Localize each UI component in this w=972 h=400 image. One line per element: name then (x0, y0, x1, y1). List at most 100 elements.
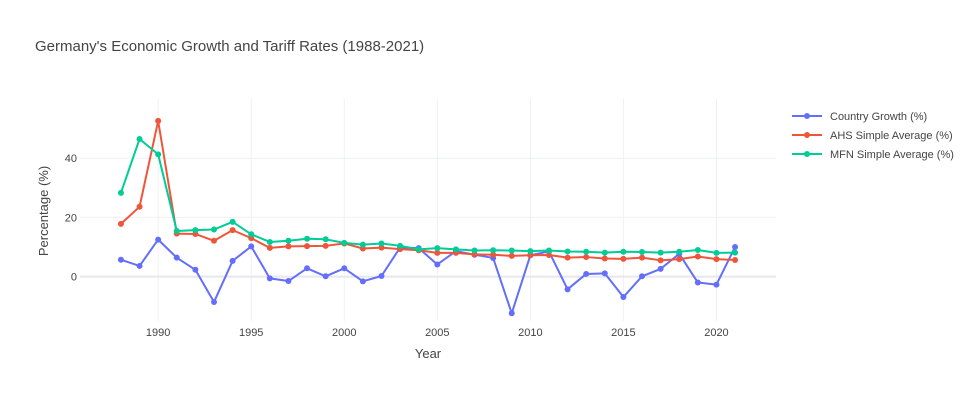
data-point[interactable] (657, 249, 664, 256)
data-point[interactable] (694, 279, 701, 286)
data-point[interactable] (639, 249, 646, 256)
data-point[interactable] (452, 246, 459, 253)
data-point[interactable] (266, 275, 273, 282)
data-point[interactable] (304, 265, 311, 272)
y-tick-label: 0 (71, 272, 77, 284)
data-point[interactable] (359, 241, 366, 248)
data-point[interactable] (564, 248, 571, 255)
series-3[interactable] (117, 135, 739, 256)
data-point[interactable] (694, 246, 701, 253)
data-point[interactable] (117, 220, 124, 227)
data-point[interactable] (583, 270, 590, 277)
data-point[interactable] (732, 257, 739, 264)
data-point[interactable] (248, 243, 255, 250)
data-point[interactable] (210, 299, 217, 306)
y-tick-label: 40 (65, 153, 77, 165)
data-point[interactable] (210, 237, 217, 244)
data-point[interactable] (639, 273, 646, 280)
x-tick-label: 1990 (146, 327, 170, 339)
data-point[interactable] (620, 294, 627, 301)
data-point[interactable] (620, 255, 627, 262)
data-point[interactable] (248, 231, 255, 238)
data-point[interactable] (285, 278, 292, 285)
data-point[interactable] (601, 270, 608, 277)
legend[interactable]: Country Growth (%) AHS Simple Average (%)… (792, 111, 954, 161)
data-point[interactable] (229, 257, 236, 264)
data-point[interactable] (527, 248, 534, 255)
data-point[interactable] (545, 247, 552, 254)
data-point[interactable] (322, 273, 329, 280)
data-point[interactable] (136, 135, 143, 142)
data-point[interactable] (713, 249, 720, 256)
data-point[interactable] (564, 286, 571, 293)
data-point[interactable] (508, 252, 515, 259)
data-point[interactable] (583, 254, 590, 261)
data-point[interactable] (285, 237, 292, 244)
data-point[interactable] (415, 246, 422, 253)
data-point[interactable] (266, 238, 273, 245)
data-point[interactable] (564, 254, 571, 261)
data-point[interactable] (210, 226, 217, 233)
data-point[interactable] (490, 251, 497, 258)
data-point[interactable] (732, 244, 739, 250)
data-point[interactable] (620, 248, 627, 255)
data-point[interactable] (732, 249, 739, 256)
data-point[interactable] (694, 253, 701, 260)
data-point[interactable] (583, 248, 590, 255)
data-point[interactable] (341, 265, 348, 272)
data-point[interactable] (713, 281, 720, 288)
series-line[interactable] (120, 119, 736, 262)
legend-item[interactable]: MFN Simple Average (%) (792, 149, 954, 161)
legend-label: AHS Simple Average (%) (830, 130, 953, 142)
data-point[interactable] (117, 256, 124, 263)
data-point[interactable] (676, 256, 683, 263)
data-point[interactable] (434, 245, 441, 252)
data-point[interactable] (117, 189, 124, 196)
data-point[interactable] (192, 227, 199, 234)
data-point[interactable] (229, 218, 236, 225)
data-point[interactable] (173, 254, 180, 261)
data-point[interactable] (359, 278, 366, 285)
data-point[interactable] (136, 262, 143, 269)
data-point[interactable] (266, 244, 273, 251)
data-point[interactable] (397, 242, 404, 249)
data-point[interactable] (471, 247, 478, 254)
series-line[interactable] (119, 137, 736, 254)
data-point[interactable] (173, 228, 180, 235)
data-point[interactable] (639, 254, 646, 261)
legend-item[interactable]: AHS Simple Average (%) (792, 130, 953, 142)
series-2[interactable] (117, 117, 739, 264)
data-point[interactable] (341, 239, 348, 246)
data-point[interactable] (545, 251, 552, 258)
data-point[interactable] (508, 310, 515, 317)
data-point[interactable] (676, 248, 683, 255)
data-point[interactable] (322, 236, 329, 243)
data-point[interactable] (155, 117, 162, 124)
data-point[interactable] (378, 240, 385, 247)
data-point[interactable] (508, 247, 515, 254)
legend-item[interactable]: Country Growth (%) (792, 111, 927, 123)
legend-swatch-marker (804, 113, 810, 119)
data-point[interactable] (657, 257, 664, 264)
data-point[interactable] (304, 243, 311, 250)
data-point[interactable] (192, 266, 199, 273)
data-point[interactable] (285, 243, 292, 250)
y-axis-title: Percentage (%) (36, 166, 51, 256)
data-point[interactable] (155, 151, 162, 158)
data-point[interactable] (378, 244, 385, 251)
data-point[interactable] (155, 236, 162, 243)
data-point[interactable] (322, 242, 329, 249)
data-point[interactable] (304, 235, 311, 242)
data-point[interactable] (527, 252, 534, 259)
data-point[interactable] (434, 249, 441, 256)
data-point[interactable] (713, 256, 720, 263)
series-line[interactable] (120, 238, 736, 315)
data-point[interactable] (434, 261, 441, 268)
data-point[interactable] (490, 247, 497, 254)
data-point[interactable] (657, 265, 664, 272)
data-point[interactable] (601, 255, 608, 262)
data-point[interactable] (378, 273, 385, 280)
data-point[interactable] (229, 227, 236, 234)
data-point[interactable] (601, 249, 608, 256)
data-point[interactable] (136, 203, 143, 210)
